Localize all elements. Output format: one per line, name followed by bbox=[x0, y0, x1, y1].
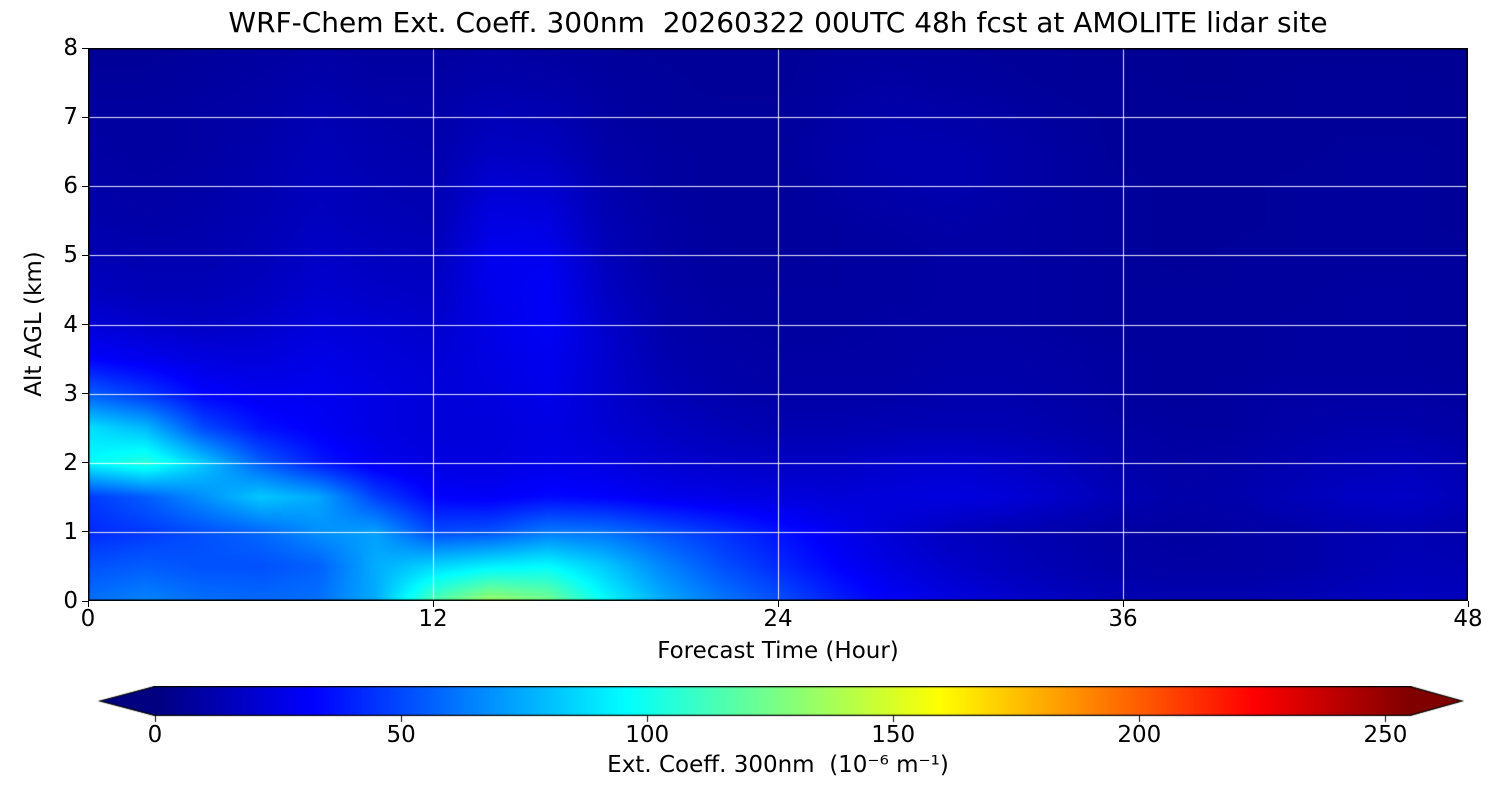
colorbar-tick-label: 0 bbox=[147, 722, 163, 748]
y-tick-mark bbox=[82, 254, 88, 256]
y-tick-label: 1 bbox=[63, 518, 78, 545]
x-axis-label: Forecast Time (Hour) bbox=[657, 638, 899, 664]
y-tick-label: 4 bbox=[63, 311, 78, 338]
x-tick-label: 24 bbox=[763, 606, 793, 632]
x-tick-label: 48 bbox=[1453, 606, 1483, 632]
heatmap-canvas bbox=[88, 48, 1468, 601]
y-tick-mark bbox=[82, 600, 88, 602]
colorbar-tick-label: 100 bbox=[625, 722, 670, 748]
y-tick-mark bbox=[82, 324, 88, 325]
y-tick-label: 0 bbox=[63, 588, 78, 614]
x-tick-mark bbox=[777, 601, 779, 607]
x-tick-label: 12 bbox=[418, 606, 448, 632]
y-tick-label: 7 bbox=[63, 104, 78, 131]
chart-title: WRF-Chem Ext. Coeff. 300nm 20260322 00UT… bbox=[228, 6, 1328, 39]
colorbar-tick-label: 50 bbox=[386, 722, 416, 748]
y-tick-mark bbox=[82, 393, 88, 395]
colorbar-label: Ext. Coeff. 300nm (10⁻⁶ m⁻¹) bbox=[607, 752, 949, 778]
y-tick-mark bbox=[82, 462, 88, 464]
colorbar-tick-label: 200 bbox=[1117, 722, 1162, 748]
colorbar-canvas bbox=[95, 686, 1467, 726]
x-tick-mark bbox=[1122, 601, 1124, 607]
x-tick-label: 36 bbox=[1108, 606, 1138, 632]
y-tick-mark bbox=[82, 116, 88, 118]
x-tick-mark bbox=[87, 601, 89, 607]
y-tick-label: 2 bbox=[63, 449, 78, 476]
y-tick-label: 8 bbox=[63, 35, 78, 61]
colorbar-tick-label: 250 bbox=[1363, 722, 1408, 748]
x-tick-mark bbox=[432, 601, 434, 607]
y-tick-label: 6 bbox=[63, 173, 78, 200]
x-tick-label: 0 bbox=[80, 606, 96, 632]
y-tick-mark bbox=[82, 47, 88, 49]
y-tick-label: 3 bbox=[63, 380, 78, 407]
y-tick-mark bbox=[82, 531, 88, 533]
colorbar-tick-label: 150 bbox=[871, 722, 916, 748]
y-tick-mark bbox=[82, 185, 88, 187]
x-tick-mark bbox=[1467, 601, 1469, 607]
y-tick-label: 5 bbox=[63, 242, 78, 269]
